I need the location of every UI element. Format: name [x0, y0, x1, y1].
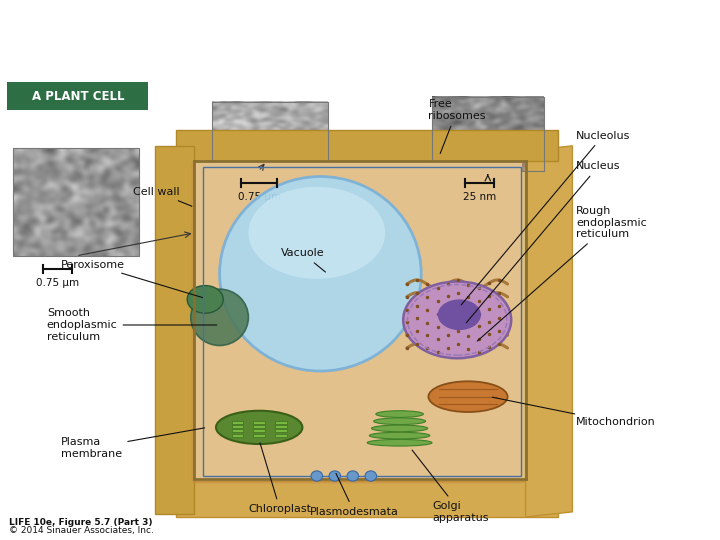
Text: 25 nm: 25 nm — [463, 192, 497, 202]
Polygon shape — [155, 146, 194, 515]
Bar — [232, 426, 243, 428]
Text: Nucleus: Nucleus — [466, 161, 621, 323]
Polygon shape — [187, 161, 547, 507]
Ellipse shape — [365, 471, 377, 481]
Bar — [275, 421, 287, 424]
Ellipse shape — [248, 187, 385, 279]
Text: A PLANT CELL: A PLANT CELL — [32, 90, 124, 103]
Ellipse shape — [374, 418, 426, 424]
Ellipse shape — [220, 177, 421, 371]
Ellipse shape — [347, 471, 359, 481]
Ellipse shape — [311, 471, 323, 481]
Text: Free
ribosomes: Free ribosomes — [428, 99, 486, 153]
Ellipse shape — [367, 440, 432, 446]
Bar — [275, 434, 287, 437]
Text: Mitochondrion: Mitochondrion — [492, 397, 656, 427]
Bar — [253, 426, 265, 428]
Bar — [253, 421, 265, 424]
Ellipse shape — [372, 425, 428, 431]
Polygon shape — [176, 481, 558, 517]
Text: 0.75 μm: 0.75 μm — [36, 278, 79, 288]
Ellipse shape — [187, 286, 223, 313]
Bar — [232, 429, 243, 433]
Text: Figure 5.7  Eukaryotic Cells (Part 3): Figure 5.7 Eukaryotic Cells (Part 3) — [7, 6, 300, 24]
Text: © 2014 Sinauer Associates, Inc.: © 2014 Sinauer Associates, Inc. — [9, 526, 153, 535]
Text: Golgi
apparatus: Golgi apparatus — [412, 450, 488, 523]
Text: LIFE 10e, Figure 5.7 (Part 3): LIFE 10e, Figure 5.7 (Part 3) — [9, 517, 152, 526]
Text: 0.75 μm: 0.75 μm — [238, 192, 281, 202]
Text: Smooth
endoplasmic
reticulum: Smooth endoplasmic reticulum — [47, 308, 217, 342]
Ellipse shape — [403, 281, 511, 358]
Text: Peroxisome: Peroxisome — [61, 260, 202, 298]
Text: Plasmodesmata: Plasmodesmata — [310, 474, 398, 517]
Ellipse shape — [191, 289, 248, 346]
Ellipse shape — [369, 432, 430, 439]
Bar — [13, 148, 139, 256]
FancyBboxPatch shape — [191, 161, 526, 484]
Polygon shape — [176, 131, 558, 161]
Ellipse shape — [329, 471, 341, 481]
Text: Cell wall: Cell wall — [133, 187, 192, 206]
Polygon shape — [526, 146, 572, 517]
Text: Chloroplast: Chloroplast — [248, 443, 311, 514]
Ellipse shape — [438, 299, 481, 330]
Text: Rough
endoplasmic
reticulum: Rough endoplasmic reticulum — [477, 206, 647, 341]
Bar — [232, 434, 243, 437]
Text: Plasma
membrane: Plasma membrane — [61, 428, 204, 458]
FancyBboxPatch shape — [7, 82, 148, 110]
Bar — [212, 102, 328, 171]
Text: Vacuole: Vacuole — [281, 248, 325, 272]
FancyBboxPatch shape — [194, 161, 522, 481]
Bar — [253, 434, 265, 437]
Bar — [275, 429, 287, 433]
Bar — [253, 429, 265, 433]
Ellipse shape — [428, 381, 508, 412]
Bar — [232, 421, 243, 424]
Bar — [432, 97, 544, 171]
Ellipse shape — [376, 411, 423, 417]
Text: Nucleolus: Nucleolus — [461, 131, 631, 305]
Bar — [275, 426, 287, 428]
Ellipse shape — [216, 411, 302, 444]
